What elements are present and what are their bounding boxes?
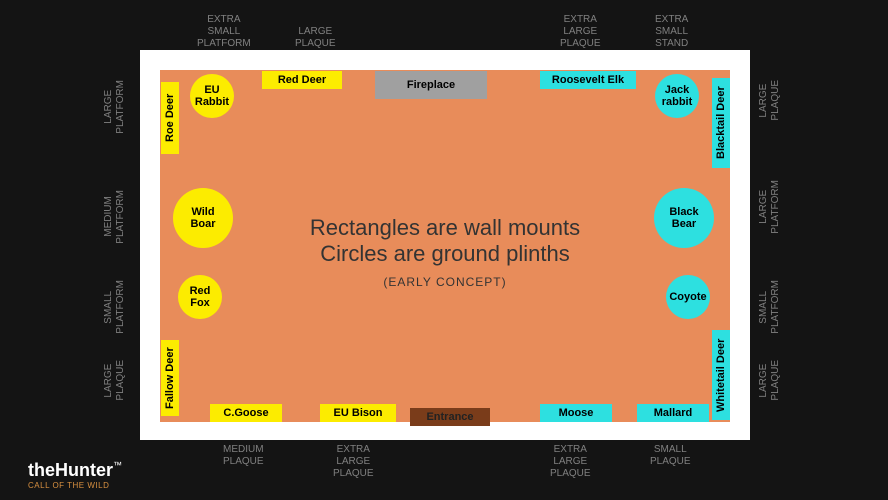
size-label-left-0: LARGE PLATFORM — [103, 80, 127, 134]
plinth-circle-5: Coyote — [666, 275, 710, 319]
wall-mount-bottom-0: C.Goose — [210, 404, 282, 422]
size-label-bottom-1: EXTRA LARGE PLAQUE — [333, 444, 374, 480]
caption-line1: Rectangles are wall mounts — [245, 215, 645, 241]
logo-sub: CALL OF THE WILD — [28, 481, 122, 490]
wall-mount-bottom-3: Moose — [540, 404, 612, 422]
size-label-left-1: MEDIUM PLATFORM — [103, 190, 127, 244]
logo-main: theHunter — [28, 460, 113, 480]
size-label-top-0: EXTRA SMALL PLATFORM — [197, 14, 251, 50]
wall-mount-top-2: Roosevelt Elk — [540, 71, 636, 89]
caption-sub: (EARLY CONCEPT) — [245, 275, 645, 289]
size-label-right-3: LARGE PLAQUE — [758, 360, 782, 401]
plinth-circle-0: EU Rabbit — [190, 74, 234, 118]
size-label-top-3: EXTRA SMALL STAND — [655, 14, 688, 50]
center-caption: Rectangles are wall mounts Circles are g… — [245, 215, 645, 289]
wall-mount-top-1: Fireplace — [375, 71, 487, 99]
size-label-left-3: LARGE PLAQUE — [103, 360, 127, 401]
size-label-left-2: SMALL PLATFORM — [103, 280, 127, 334]
size-label-top-1: LARGE PLAQUE — [295, 26, 336, 50]
size-label-bottom-2: EXTRA LARGE PLAQUE — [550, 444, 591, 480]
wall-mount-bottom-2: Entrance — [410, 408, 490, 426]
wall-mount-bottom-4: Mallard — [637, 404, 709, 422]
size-label-top-2: EXTRA LARGE PLAQUE — [560, 14, 601, 50]
plinth-circle-2: Red Fox — [178, 275, 222, 319]
size-label-right-0: LARGE PLAQUE — [758, 80, 782, 121]
wall-mount-top-0: Red Deer — [262, 71, 342, 89]
plinth-circle-4: Black Bear — [654, 188, 714, 248]
wall-mount-left-1: Fallow Deer — [161, 340, 179, 416]
wall-mount-right-0: Blacktail Deer — [712, 78, 730, 168]
caption-line2: Circles are ground plinths — [245, 241, 645, 267]
logo-tm: ™ — [113, 460, 122, 470]
wall-mount-left-0: Roe Deer — [161, 82, 179, 154]
wall-mount-right-1: Whitetail Deer — [712, 330, 730, 420]
plinth-circle-3: Jack rabbit — [655, 74, 699, 118]
plinth-circle-1: Wild Boar — [173, 188, 233, 248]
wall-mount-bottom-1: EU Bison — [320, 404, 396, 422]
game-logo: theHunter™ CALL OF THE WILD — [28, 460, 122, 490]
size-label-right-2: SMALL PLATFORM — [758, 280, 782, 334]
size-label-bottom-0: MEDIUM PLAQUE — [223, 444, 264, 468]
size-label-right-1: LARGE PLATFORM — [758, 180, 782, 234]
size-label-bottom-3: SMALL PLAQUE — [650, 444, 691, 468]
